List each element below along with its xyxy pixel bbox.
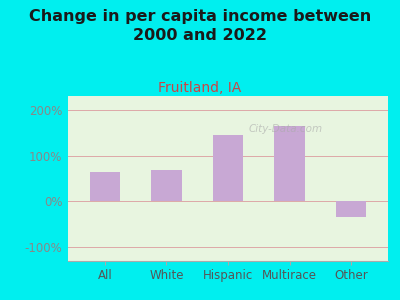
Text: Change in per capita income between
2000 and 2022: Change in per capita income between 2000… <box>29 9 371 43</box>
Bar <box>90 172 120 201</box>
Bar <box>274 126 305 201</box>
Bar <box>151 170 182 201</box>
Text: City-Data.com: City-Data.com <box>248 124 323 134</box>
Bar <box>213 135 243 201</box>
Bar <box>336 201 366 218</box>
Text: Fruitland, IA: Fruitland, IA <box>158 81 242 95</box>
